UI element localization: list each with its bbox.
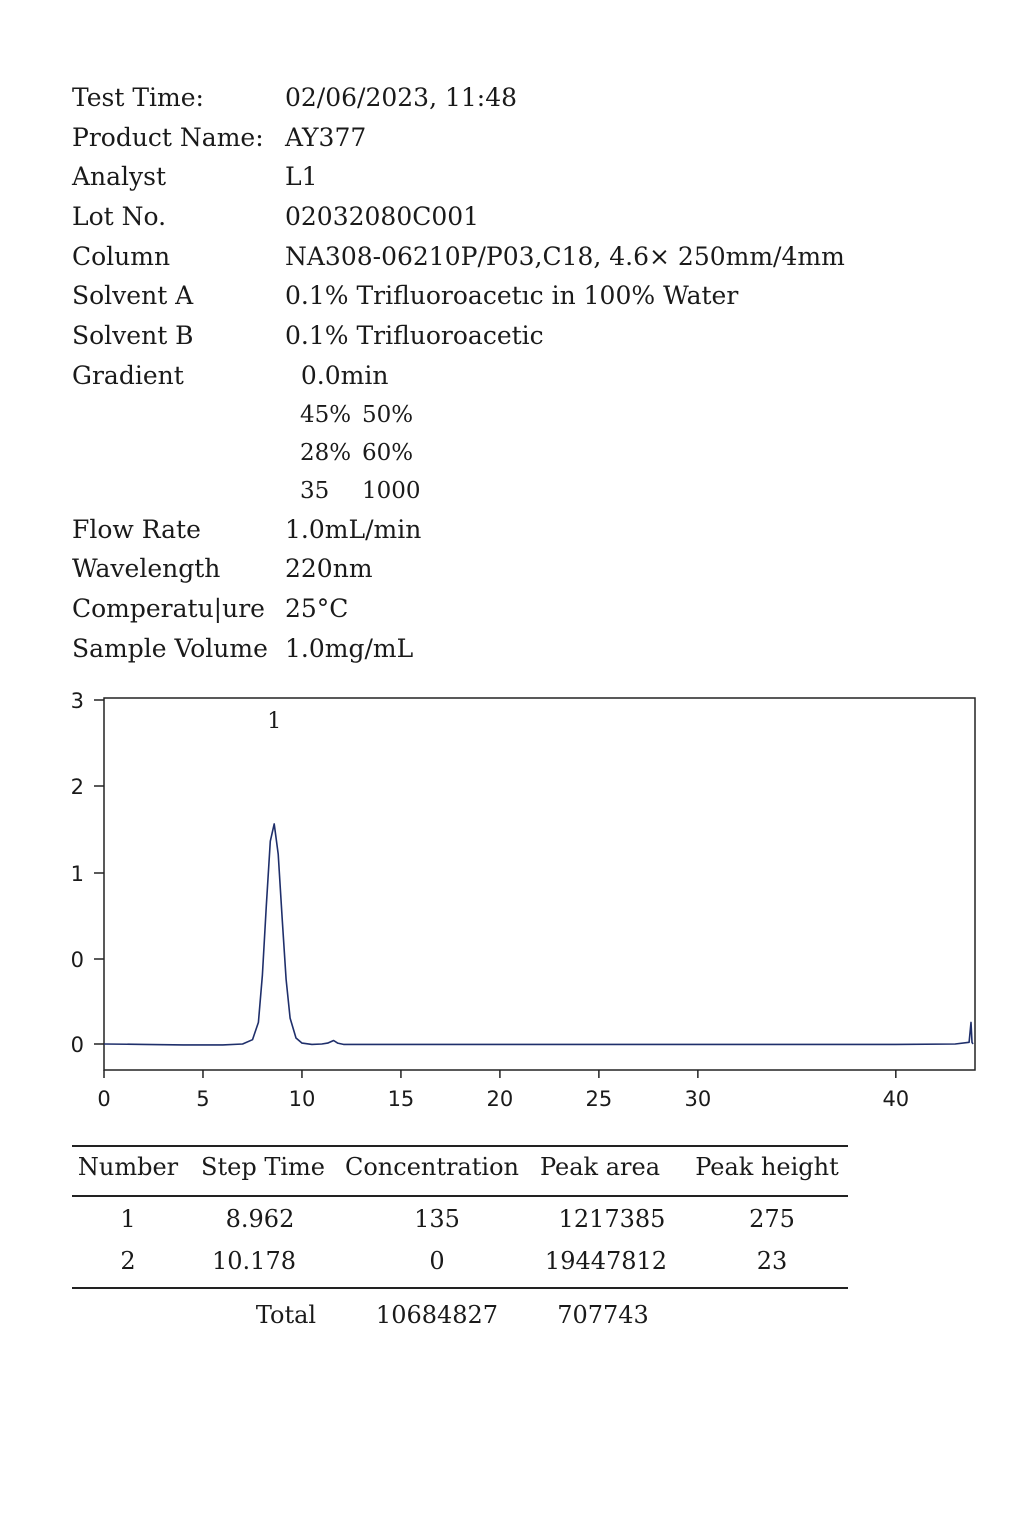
table-cell: 23 (756, 1247, 788, 1275)
gradient-value-b: 50% (362, 401, 414, 428)
header-concentration: Concentration (344, 1153, 520, 1181)
info-label: Analyst (72, 162, 167, 192)
chromatogram-trace (103, 823, 974, 1046)
table-cell: 19447812 (544, 1247, 668, 1275)
header-peak-height: Peak height (695, 1153, 839, 1181)
info-value: 02032080C001 (285, 202, 480, 232)
info-label: Column (72, 241, 171, 271)
x-tick-label: 15 (388, 1087, 415, 1111)
y-tick-label: 0 (71, 948, 84, 972)
table-bottom-rule (72, 1287, 848, 1289)
x-tick-label: 30 (684, 1087, 711, 1111)
table-top-rule (72, 1145, 848, 1147)
gradient-value-b: 1000 (362, 477, 421, 504)
table-cell: 0 (429, 1247, 445, 1275)
info-label: Solvent A (72, 281, 194, 311)
info-label: Comperatu|ure (72, 593, 265, 623)
info-label: Test Time: (72, 83, 204, 112)
info-value: L1 (285, 162, 318, 192)
x-tick-label: 0 (97, 1087, 110, 1111)
y-tick-label: 1 (71, 862, 84, 886)
gradient-value-a: 28% (300, 439, 352, 466)
table-cell: 275 (749, 1205, 795, 1233)
table-cell: 1 (120, 1205, 136, 1233)
info-value: 0.0min (285, 360, 389, 390)
info-value: 1.0mg/mL (285, 633, 414, 663)
table-cell: 2 (120, 1247, 136, 1275)
chromatogram-chart: 0 5 10 15 20 25 30 40 0 0 1 2 3 1 (71, 689, 976, 1111)
info-label: Product Name: (72, 122, 264, 152)
x-tick-label: 5 (196, 1087, 209, 1111)
table-cell: 135 (414, 1205, 460, 1233)
table-cell: 10.178 (212, 1247, 296, 1275)
x-tick-label: 25 (586, 1087, 613, 1111)
info-label: Flow Rate (72, 514, 201, 544)
gradient-value-a: 35 (300, 477, 330, 504)
peak-label: 1 (267, 709, 281, 734)
info-label: Solvent B (72, 321, 194, 351)
x-tick-label: 40 (882, 1087, 909, 1111)
total-value: 10684827 (375, 1301, 499, 1329)
table-cell: 8.962 (225, 1205, 295, 1233)
table-cell: 1217385 (558, 1205, 666, 1233)
y-tick-label: 2 (71, 775, 84, 799)
info-label: Wavelength (72, 554, 221, 584)
info-value: NA308-06210P/P03,C18, 4.6× 250mm/4mm (285, 241, 845, 271)
x-tick-label: 10 (289, 1087, 316, 1111)
info-value: 0.1% Trifluoroacetic (285, 321, 544, 351)
table-header-rule (72, 1195, 848, 1197)
info-label: Gradient (72, 360, 184, 390)
plot-frame (103, 697, 976, 1071)
gradient-value-b: 60% (362, 439, 414, 466)
x-tick-label: 20 (487, 1087, 514, 1111)
y-tick-label: 3 (71, 689, 84, 713)
info-label: Sample Volume (72, 633, 268, 663)
info-label: Lot No. (72, 202, 167, 232)
info-value: 25°C (285, 593, 349, 623)
header-number: Number (77, 1153, 179, 1181)
header-peak-area: Peak area (539, 1153, 661, 1181)
total-value: 707743 (557, 1301, 649, 1329)
total-label: Total (255, 1301, 317, 1329)
info-value: 220nm (285, 554, 373, 584)
info-value: AY377 (285, 122, 367, 152)
gradient-value-a: 45% (300, 401, 352, 428)
info-value: 1.0mL/min (285, 514, 422, 544)
header-step-time: Step Time (201, 1153, 325, 1181)
info-value: 0.1% Trifluoroacetıc in 100% Water (285, 281, 739, 311)
info-value: 02/06/2023, 11:48 (285, 83, 518, 112)
y-tick-label: 0 (71, 1033, 84, 1057)
